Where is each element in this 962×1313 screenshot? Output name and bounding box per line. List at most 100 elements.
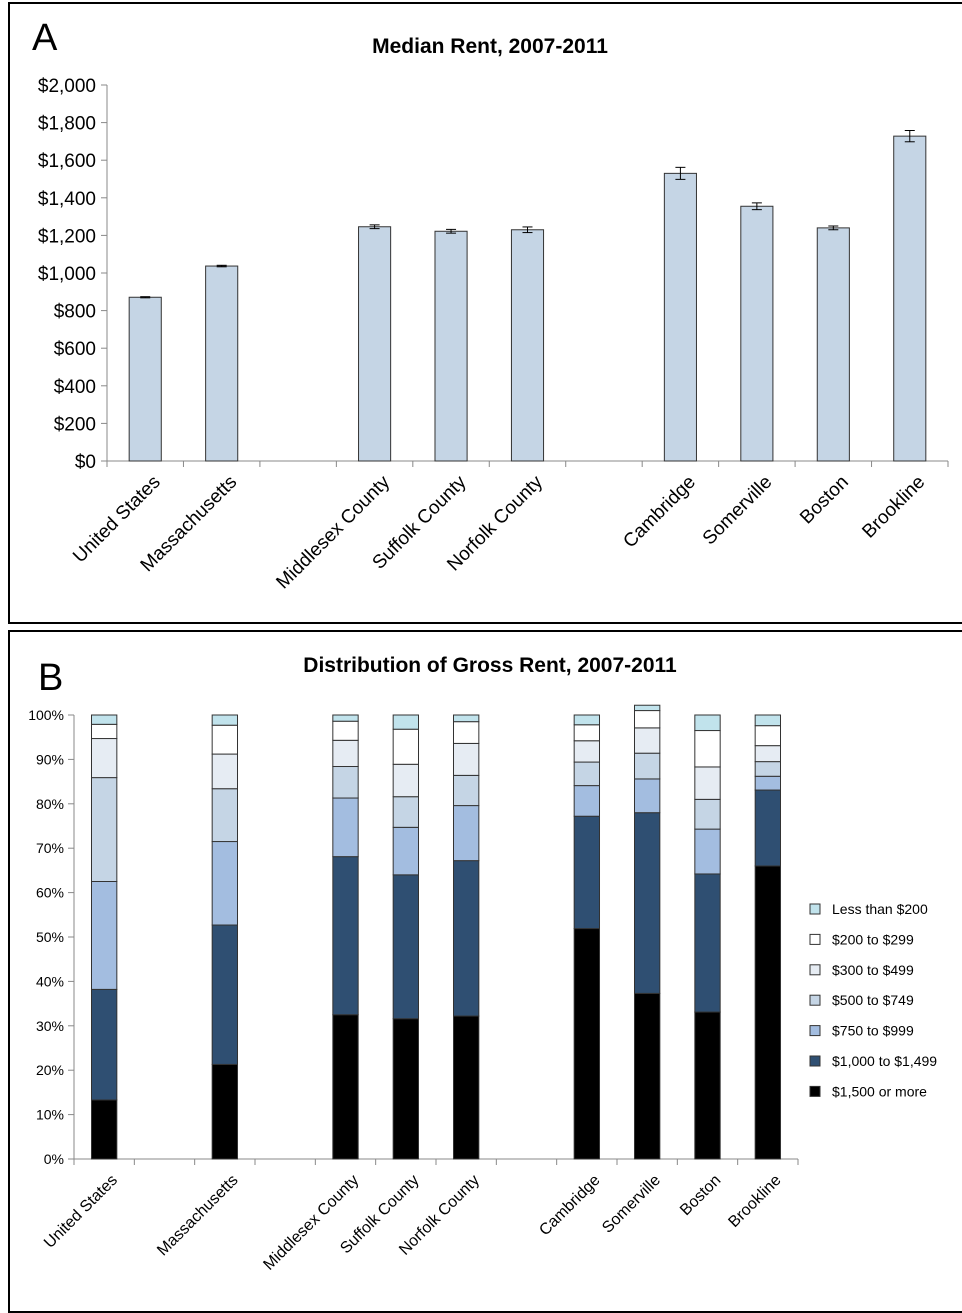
legend-label-500-to-749: $500 to $749 — [832, 992, 914, 1008]
stacked-bar-middlesex-county — [332, 714, 359, 1160]
segment-1-000-to-1-499-middlesex-county — [332, 856, 359, 1016]
legend-item-500-to-749: $500 to $749 — [809, 992, 914, 1008]
y-tick-label-b: 80% — [36, 796, 64, 812]
segment-500-to-749-suffolk-county — [392, 796, 420, 828]
axes-a: $0 $200 $400 $600 $800 $1,000 $1,200 $1,400 $1,6… — [38, 76, 949, 593]
segment-500-to-749-brookline — [754, 761, 782, 777]
bar-suffolk-county — [434, 230, 468, 462]
segment-1-500-or-more-norfolk-county — [452, 1015, 480, 1160]
segment-1-000-to-1-499-cambridge — [573, 815, 601, 930]
error-bar-somerville — [751, 202, 762, 211]
error-bar-massachusetts — [216, 264, 227, 268]
x-category-label-middlesex-county: Middlesex County — [260, 1172, 362, 1274]
y-tick-label-a: $200 — [54, 414, 96, 435]
legend-swatch-200-to-299 — [809, 933, 821, 945]
segment-300-to-499-middlesex-county — [332, 739, 359, 768]
segment-300-to-499-united-states — [90, 738, 118, 779]
bars-a — [128, 129, 927, 462]
stacked-bar-brookline — [754, 714, 782, 1160]
segment-1-000-to-1-499-norfolk-county — [452, 860, 480, 1017]
segment-1-500-or-more-brookline — [754, 865, 782, 1160]
segment-500-to-749-somerville — [633, 752, 661, 780]
segment-less-than-200-massachusetts — [211, 714, 239, 726]
y-tick-label-a: $1,000 — [38, 264, 96, 285]
stacked-bar-somerville — [633, 704, 661, 1160]
error-bar-boston — [828, 225, 839, 231]
y-tick-label-a: $1,200 — [38, 226, 96, 247]
y-tick-label-b: 20% — [36, 1062, 64, 1078]
legend-item-300-to-499: $300 to $499 — [809, 962, 914, 978]
bar-boston — [816, 227, 850, 462]
x-category-label-cambridge: Cambridge — [536, 1172, 603, 1239]
x-category-label-boston: Boston — [796, 472, 853, 529]
error-bar-norfolk-county — [522, 226, 533, 234]
segment-300-to-499-brookline — [754, 745, 782, 763]
segment-less-than-200-norfolk-county — [452, 714, 480, 723]
median-rent-chart: A Median Rent, 2007-2011 $0$200$400$600$… — [32, 17, 949, 593]
legend-item-1-500-or-more: $1,500 or more — [809, 1083, 927, 1099]
segment-less-than-200-somerville — [633, 704, 661, 712]
x-category-label-middlesex-county: Middlesex County — [272, 471, 394, 593]
legend-swatch-750-to-999 — [809, 1025, 821, 1037]
legend-item-less-than-200: Less than $200 — [809, 901, 928, 917]
segment-750-to-999-somerville — [633, 778, 661, 814]
x-category-label-brookline: Brookline — [725, 1172, 784, 1231]
stacked-bar-suffolk-county — [392, 714, 420, 1160]
segment-750-to-999-suffolk-county — [392, 826, 420, 876]
segment-750-to-999-united-states — [90, 881, 118, 990]
segment-300-to-499-boston — [694, 766, 721, 800]
segment-200-to-299-suffolk-county — [392, 728, 420, 765]
x-category-label-somerville: Somerville — [599, 1172, 664, 1237]
segment-200-to-299-norfolk-county — [452, 721, 480, 744]
bar-united-states — [128, 296, 162, 462]
segment-1-500-or-more-boston — [694, 1011, 721, 1160]
y-tick-label-b: 70% — [36, 840, 64, 856]
legend-swatch-1-500-or-more — [809, 1085, 821, 1097]
y-tick-label-a: $1,600 — [38, 151, 96, 172]
segment-750-to-999-brookline — [754, 775, 782, 791]
segment-1-000-to-1-499-brookline — [754, 789, 782, 867]
panel-b-gross-rent-distribution: B Distribution of Gross Rent, 2007-2011 … — [8, 630, 962, 1313]
x-category-label-somerville: Somerville — [699, 472, 777, 550]
bar-cambridge — [663, 172, 697, 462]
panel-letter-a: A — [32, 17, 58, 59]
segment-500-to-749-massachusetts — [211, 788, 239, 843]
bar-norfolk-county — [510, 229, 545, 462]
legend-label-1-500-or-more: $1,500 or more — [832, 1083, 927, 1099]
legend-label-200-to-299: $200 to $299 — [832, 931, 914, 947]
segment-750-to-999-norfolk-county — [452, 805, 480, 862]
panel-letter-b: B — [38, 657, 63, 699]
y-tick-label-b: 60% — [36, 885, 64, 901]
segment-less-than-200-united-states — [90, 714, 118, 725]
legend-swatch-300-to-499 — [809, 964, 821, 976]
segment-less-than-200-cambridge — [573, 714, 601, 726]
segment-1-000-to-1-499-united-states — [90, 988, 118, 1101]
segment-1-500-or-more-cambridge — [573, 928, 601, 1160]
stacked-bar-cambridge — [573, 714, 601, 1160]
chart-title-b: Distribution of Gross Rent, 2007-2011 — [303, 654, 677, 677]
segment-500-to-749-united-states — [90, 777, 118, 883]
y-tick-label-b: 50% — [36, 929, 64, 945]
legend-label-1-000-to-1-499: $1,000 to $1,499 — [832, 1053, 937, 1069]
chart-title-a: Median Rent, 2007-2011 — [372, 35, 608, 58]
y-tick-label-b: 40% — [36, 973, 64, 989]
segment-200-to-299-boston — [694, 730, 721, 768]
segment-1-000-to-1-499-somerville — [633, 812, 661, 994]
segment-200-to-299-cambridge — [573, 724, 601, 742]
error-bar-cambridge — [675, 166, 686, 180]
y-tick-label-b: 0% — [44, 1151, 64, 1167]
x-category-label-boston: Boston — [677, 1172, 724, 1219]
segment-200-to-299-middlesex-county — [332, 720, 359, 741]
x-category-label-cambridge: Cambridge — [619, 472, 700, 553]
legend-item-1-000-to-1-499: $1,000 to $1,499 — [809, 1053, 937, 1069]
segment-300-to-499-suffolk-county — [392, 763, 420, 798]
segment-200-to-299-somerville — [633, 710, 661, 729]
segment-1-000-to-1-499-suffolk-county — [392, 874, 420, 1020]
error-bar-middlesex-county — [369, 224, 380, 230]
segment-less-than-200-boston — [694, 714, 721, 732]
segment-750-to-999-boston — [694, 828, 721, 875]
segment-less-than-200-middlesex-county — [332, 714, 359, 722]
bar-middlesex-county — [358, 226, 392, 462]
legend-label-750-to-999: $750 to $999 — [832, 1023, 914, 1039]
y-tick-label-a: $600 — [54, 339, 96, 360]
